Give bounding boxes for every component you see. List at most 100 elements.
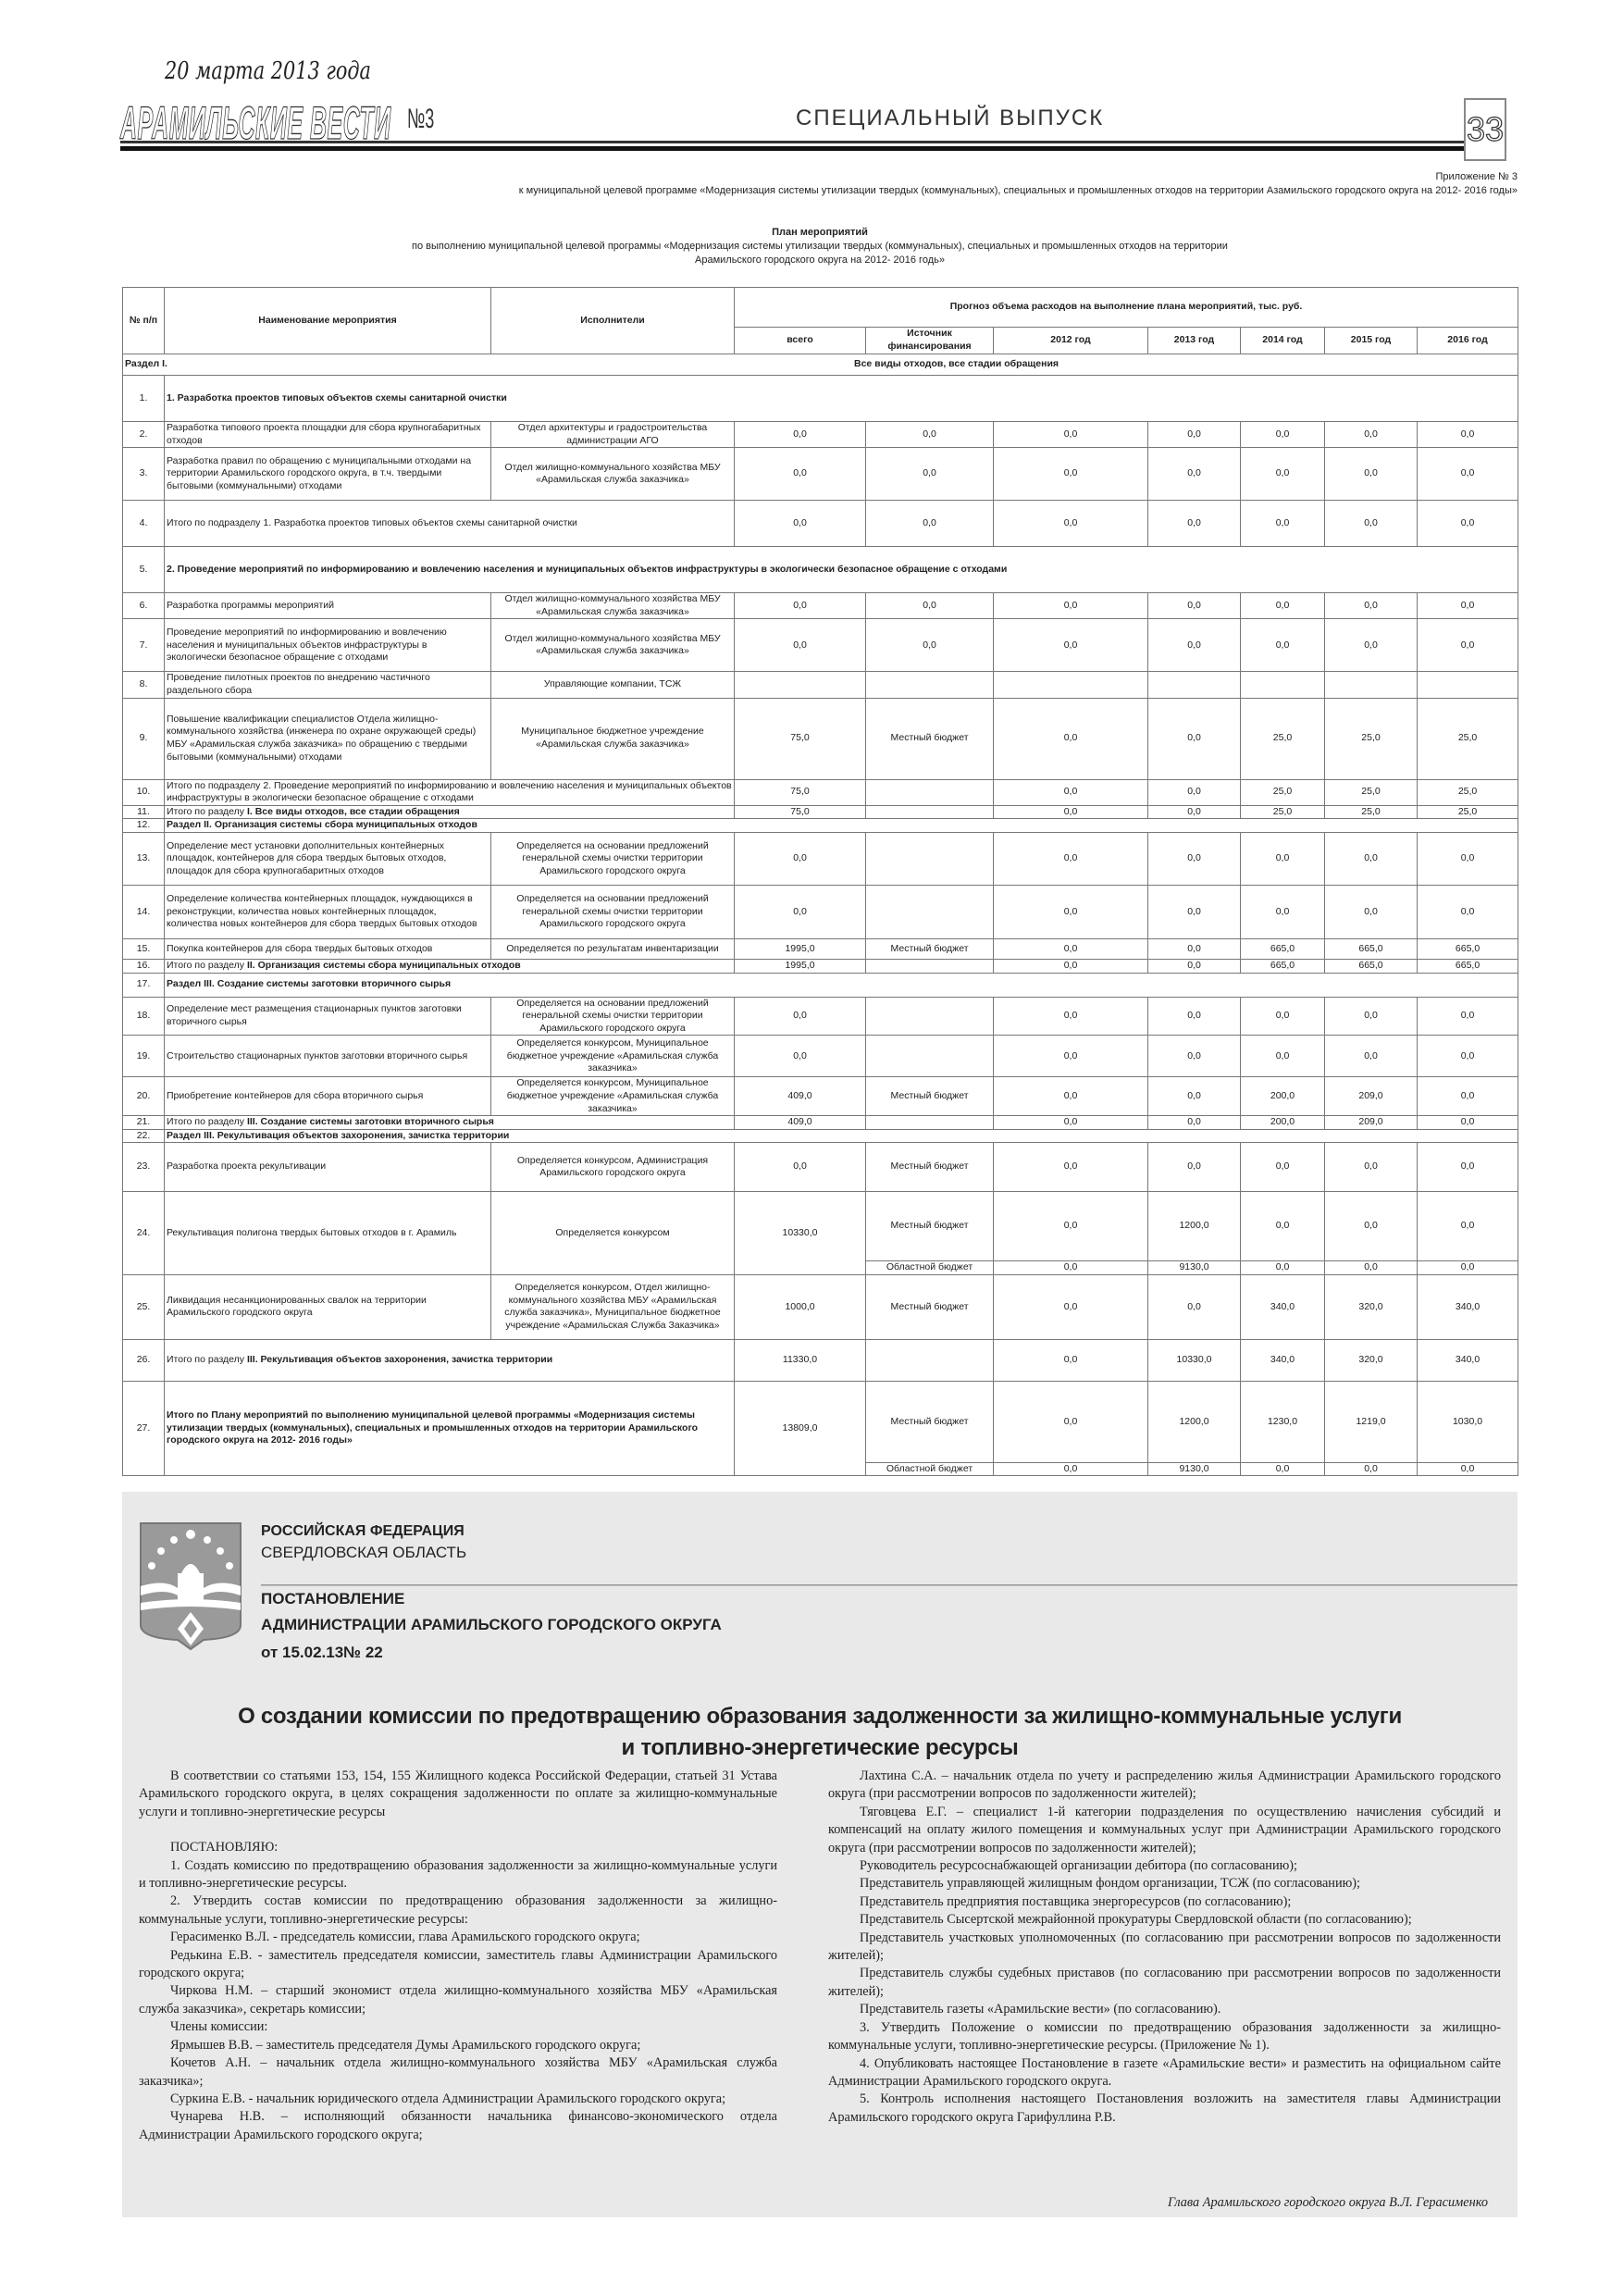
row-number: 6.: [122, 592, 165, 620]
decree-column-2: Лахтина С.А. – начальник отдела по учету…: [828, 1768, 1501, 2127]
plan-subtitle-1: по выполнению муниципальной целевой прог…: [412, 241, 1228, 252]
decree-headline: О создании комиссии по предотвращению об…: [122, 1701, 1518, 1764]
funding-source: Местный бюджет: [865, 1273, 994, 1340]
decree-paragraph: Чунарева Н.В. – исполняющий обязанности …: [139, 2109, 777, 2142]
total-label: Итого по разделу: [167, 1116, 247, 1128]
year-amount: 665,0: [1416, 958, 1519, 974]
year-amount: 0,0: [1147, 778, 1241, 806]
table-row: 8. Проведение пилотных проектов по внедре…: [122, 671, 1519, 699]
year-amount: 25,0: [1416, 778, 1519, 806]
row-number: 1.: [122, 375, 165, 422]
table-row: 18. Определение мест размещения стационар…: [122, 996, 1519, 1036]
year-amount: 0,0: [1416, 1076, 1519, 1117]
decree-paragraph: Суркина Е.В. - начальник юридического от…: [170, 2091, 726, 2106]
year-amount: 1200,0: [1147, 1191, 1241, 1262]
year-amount: 0,0: [993, 447, 1148, 502]
decree-paragraph: ПОСТАНОВЛЯЮ:: [170, 1840, 279, 1855]
total-row: 16. Итого по разделу II. Организация сист…: [122, 958, 1519, 974]
year-amount: 340,0: [1240, 1273, 1325, 1340]
year-amount: 0,0: [1147, 1035, 1241, 1078]
year-amount: 665,0: [1416, 937, 1519, 960]
total-amount: 0,0: [734, 420, 866, 449]
total-name: Итого по подразделу 1. Разработка проект…: [164, 500, 735, 548]
total-amount: 0,0: [734, 618, 866, 673]
total-amount: 75,0: [734, 697, 866, 780]
year-amount: 0,0: [993, 618, 1148, 673]
year-amount: 0,0: [1324, 1461, 1418, 1477]
year-amount: 0,0: [1147, 500, 1241, 548]
plan-subtitle-2: Арамильского городского округа на 2012- …: [695, 254, 945, 266]
year-amount: 0,0: [1240, 996, 1325, 1036]
funding-source: 0,0: [865, 618, 994, 673]
funding-source: [865, 831, 994, 886]
year-amount: 25,0: [1240, 804, 1325, 820]
appendix-number: Приложение № 3: [1435, 171, 1518, 182]
row-number: 13.: [122, 831, 165, 886]
year-amount: 200,0: [1240, 1076, 1325, 1117]
activity-name: Ликвидация несанкционированных свалок на…: [164, 1273, 491, 1340]
total-name: Итого по разделу III. Рекультивация объе…: [164, 1338, 735, 1382]
year-amount: 25,0: [1324, 778, 1418, 806]
row-number: 2.: [122, 420, 165, 449]
year-amount: 0,0: [1240, 1191, 1325, 1262]
year-amount: [1416, 671, 1519, 699]
year-amount: 0,0: [1416, 1461, 1519, 1477]
decree-paragraph: Представитель участковых уполномоченных …: [828, 1930, 1501, 1964]
funding-source: [865, 958, 994, 974]
executor: Определяется на основании предложений ге…: [490, 884, 735, 939]
funding-source: [865, 778, 994, 806]
year-amount: 1219,0: [1324, 1380, 1418, 1463]
executor: Муниципальное бюджетное учреждение «Арам…: [490, 697, 735, 780]
section-name: 2. Проведение мероприятий по информирова…: [163, 546, 1519, 594]
plan-table: № п/п Наименование мероприятия Исполнители…: [121, 287, 1519, 1477]
table-row: 25. Ликвидация несанкционированных свалок…: [122, 1273, 1519, 1340]
region-label: СВЕРДЛОВСКАЯ ОБЛАСТЬ: [261, 1544, 467, 1561]
year-amount: 340,0: [1416, 1338, 1519, 1382]
row-number: 7.: [122, 618, 165, 673]
table-row: 13. Определение мест установки дополнител…: [122, 831, 1519, 886]
header-year: 2013 год: [1147, 327, 1241, 354]
header-total: всего: [734, 327, 866, 354]
header-year: 2015 год: [1324, 327, 1418, 354]
activity-name: Разработка проекта рекультивации: [164, 1142, 491, 1193]
section-name: Раздел II. Организация системы сбора мун…: [163, 818, 1519, 833]
funding-source: Областной бюджет: [865, 1260, 994, 1275]
row-number: 15.: [122, 937, 165, 960]
activity-name: Рекультивация полигона твердых бытовых о…: [164, 1191, 491, 1275]
year-amount: 0,0: [1147, 618, 1241, 673]
year-amount: 0,0: [1324, 447, 1418, 502]
executor: Определяется на основании предложений ге…: [490, 831, 735, 886]
table-row: 2. Разработка типового проекта площадки д…: [122, 420, 1519, 449]
row-number: 26.: [122, 1338, 165, 1382]
decree-panel: [122, 1492, 1518, 2217]
decree-paragraph: Представитель управляющей жилищным фондо…: [860, 1876, 1361, 1892]
year-amount: 0,0: [1240, 1260, 1325, 1275]
row-number: 22.: [122, 1128, 165, 1144]
table-row: 3. Разработка правил по обращению с муниц…: [122, 447, 1519, 502]
activity-name: Строительство стационарных пунктов загот…: [164, 1035, 491, 1078]
year-amount: 0,0: [1416, 1035, 1519, 1078]
year-amount: 0,0: [1416, 831, 1519, 886]
year-amount: 0,0: [1147, 1273, 1241, 1340]
executor: Отдел жилищно-коммунального хозяйства МБ…: [490, 447, 735, 502]
header-row: № п/п Наименование мероприятия Исполнители…: [122, 287, 1519, 354]
plan-title-block: План мероприятий по выполнению муниципал…: [122, 226, 1518, 267]
year-amount: 665,0: [1240, 958, 1325, 974]
funding-source: Местный бюджет: [865, 1380, 994, 1463]
coat-of-arms-icon: [140, 1522, 242, 1651]
row-number: 10.: [122, 778, 165, 806]
activity-name: Покупка контейнеров для сбора твердых бы…: [164, 937, 491, 960]
year-amount: 0,0: [993, 1461, 1148, 1477]
row-number: 4.: [122, 500, 165, 548]
year-amount: 0,0: [1147, 447, 1241, 502]
year-amount: 0,0: [993, 420, 1148, 449]
year-amount: 9130,0: [1147, 1461, 1241, 1477]
year-amount: [1324, 671, 1418, 699]
total-amount: 0,0: [734, 447, 866, 502]
funding-source: 0,0: [865, 500, 994, 548]
year-amount: 25,0: [1240, 697, 1325, 780]
year-amount: 0,0: [1324, 420, 1418, 449]
total-amount: 10330,0: [734, 1191, 866, 1275]
year-amount: 0,0: [1147, 804, 1241, 820]
total-row: 4. Итого по подразделу 1. Разработка про…: [122, 500, 1519, 548]
